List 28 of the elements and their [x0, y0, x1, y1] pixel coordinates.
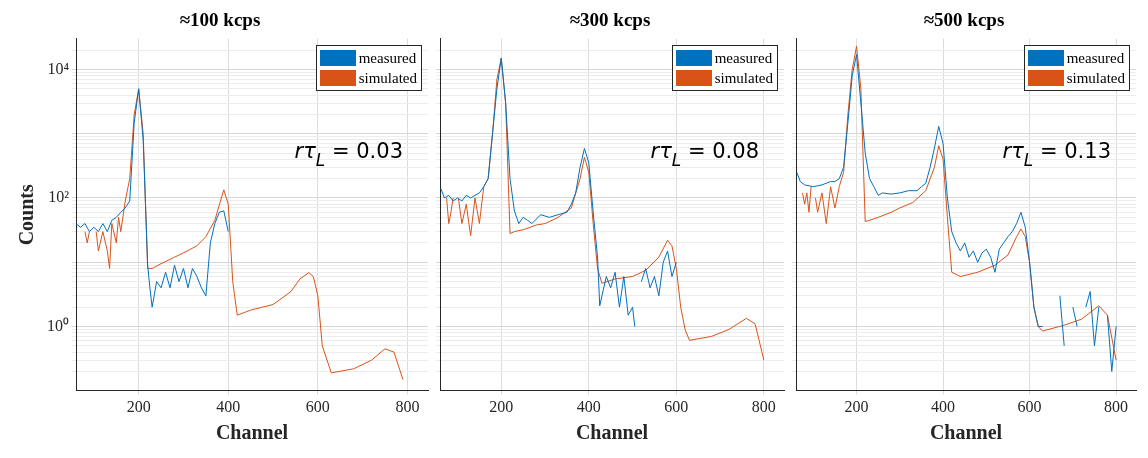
legend-label: simulated	[358, 68, 417, 88]
x-tick-label: 800	[395, 397, 420, 415]
chart-title: ≈300 kcps	[569, 9, 651, 31]
x-tick-label: 200	[126, 397, 151, 415]
x-tick-label: 200	[489, 397, 514, 415]
x-axis-title: Channel	[215, 421, 289, 444]
y-axis-title: Counts	[15, 184, 38, 246]
x-tick-label: 800	[1104, 397, 1129, 415]
y-tick-label: 10⁰	[47, 316, 69, 334]
chart-title: ≈500 kcps	[923, 9, 1005, 31]
x-tick-label: 600	[305, 397, 330, 415]
x-tick-label: 800	[751, 397, 776, 415]
legend-label: measured	[714, 48, 773, 68]
legend-label: measured	[358, 48, 417, 68]
y-tick-label: 10²	[48, 188, 70, 206]
legend-label: measured	[1066, 48, 1125, 68]
x-tick-label: 200	[844, 397, 869, 415]
x-tick-label: 600	[1017, 397, 1042, 415]
x-axis-title: Channel	[929, 421, 1003, 444]
y-tick-label: 10⁴	[47, 59, 70, 77]
x-tick-label: 400	[931, 397, 956, 415]
x-tick-label: 400	[576, 397, 601, 415]
x-tick-label: 400	[216, 397, 241, 415]
x-tick-label: 600	[664, 397, 689, 415]
legend-label: simulated	[1066, 68, 1125, 88]
chart-title: ≈100 kcps	[179, 9, 261, 31]
legend-label: simulated	[714, 68, 773, 88]
x-axis-title: Channel	[575, 421, 649, 444]
